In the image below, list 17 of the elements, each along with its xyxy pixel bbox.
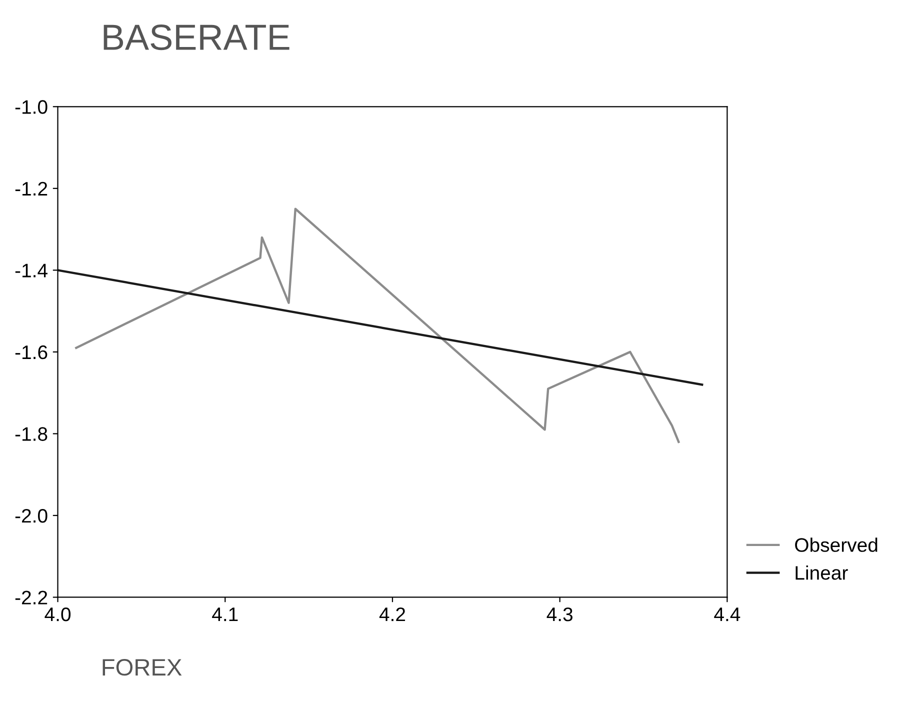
x-tick-label: 4.0 (44, 607, 71, 622)
x-axis-title: FOREX (102, 658, 182, 676)
y-tick-label: -2.0 (15, 508, 48, 523)
y-tick-label: -1.8 (15, 427, 48, 441)
y-tick-label: -2.2 (15, 590, 48, 604)
x-tick-label: 4.2 (379, 607, 406, 622)
y-tick-label: -1.4 (15, 264, 48, 278)
y-tick-label: -1.6 (15, 345, 48, 360)
x-tick-label: 4.1 (212, 608, 238, 622)
y-tick-label: -1.2 (15, 182, 48, 196)
line-series (75, 208, 680, 443)
x-tick-label: 4.4 (714, 608, 740, 622)
x-tick-label: 4.3 (546, 607, 572, 622)
chart-title: BASERATE (104, 24, 290, 50)
legend-label: Observed (795, 538, 878, 552)
y-tick-label: -1.0 (15, 100, 48, 114)
legend-label: Linear (796, 566, 848, 580)
